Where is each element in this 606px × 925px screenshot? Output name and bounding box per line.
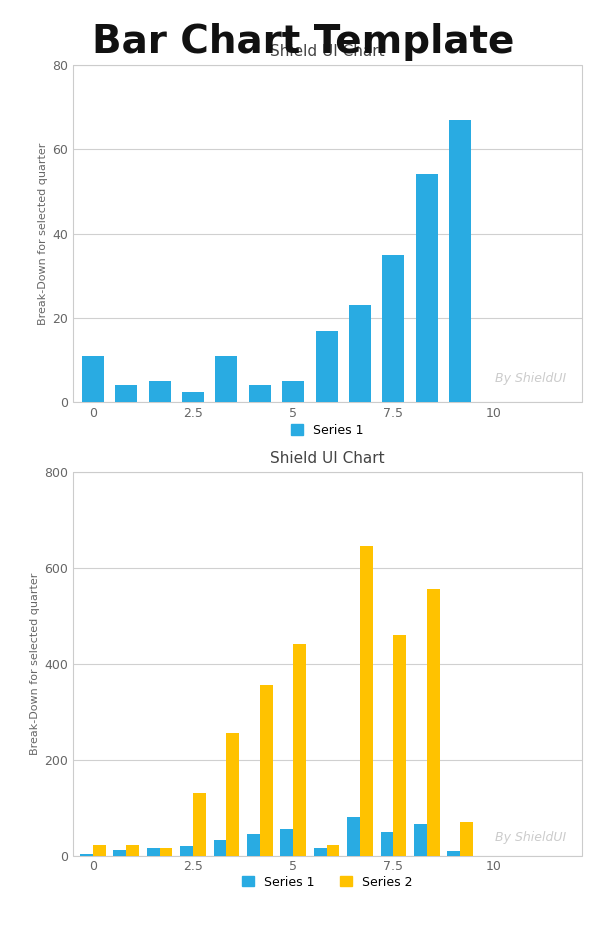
Bar [180,846,193,856]
Bar [447,851,460,856]
Bar [113,850,126,856]
Title: Shield UI Chart: Shield UI Chart [270,451,385,466]
Bar [80,854,93,856]
Y-axis label: Break-Down for selected quarter: Break-Down for selected quarter [30,573,39,755]
Text: By ShieldUI: By ShieldUI [495,831,567,845]
Bar [427,589,439,856]
Legend: Series 1: Series 1 [286,419,368,442]
Text: Bar Chart Template: Bar Chart Template [92,23,514,61]
Bar [115,386,137,402]
Bar [247,834,260,856]
Bar [159,848,172,856]
Bar [416,175,438,402]
Y-axis label: Break-Down for selected quarter: Break-Down for selected quarter [38,142,48,325]
Bar [148,381,171,402]
Bar [126,845,139,856]
Bar [393,635,406,856]
Bar [460,822,473,856]
Bar [349,305,371,402]
Bar [73,65,582,402]
Bar [293,645,306,856]
Bar [282,381,304,402]
Bar [449,119,471,402]
Bar [381,832,393,856]
Bar [382,254,404,402]
Bar [227,734,239,856]
Bar [147,848,159,856]
Bar [182,392,204,402]
Bar [360,546,373,856]
Bar [316,330,338,402]
Bar [215,356,238,402]
Bar [281,829,293,856]
Bar [93,845,105,856]
Bar [314,848,327,856]
Bar [73,472,582,856]
Text: By ShieldUI: By ShieldUI [495,373,567,386]
Bar [193,794,206,856]
Bar [82,356,104,402]
Bar [414,824,427,856]
Title: Shield UI Chart: Shield UI Chart [270,44,385,59]
Bar [213,840,227,856]
Bar [327,845,339,856]
Legend: Series 1, Series 2: Series 1, Series 2 [237,870,418,894]
Bar [347,818,360,856]
Bar [248,386,271,402]
Bar [260,685,273,856]
